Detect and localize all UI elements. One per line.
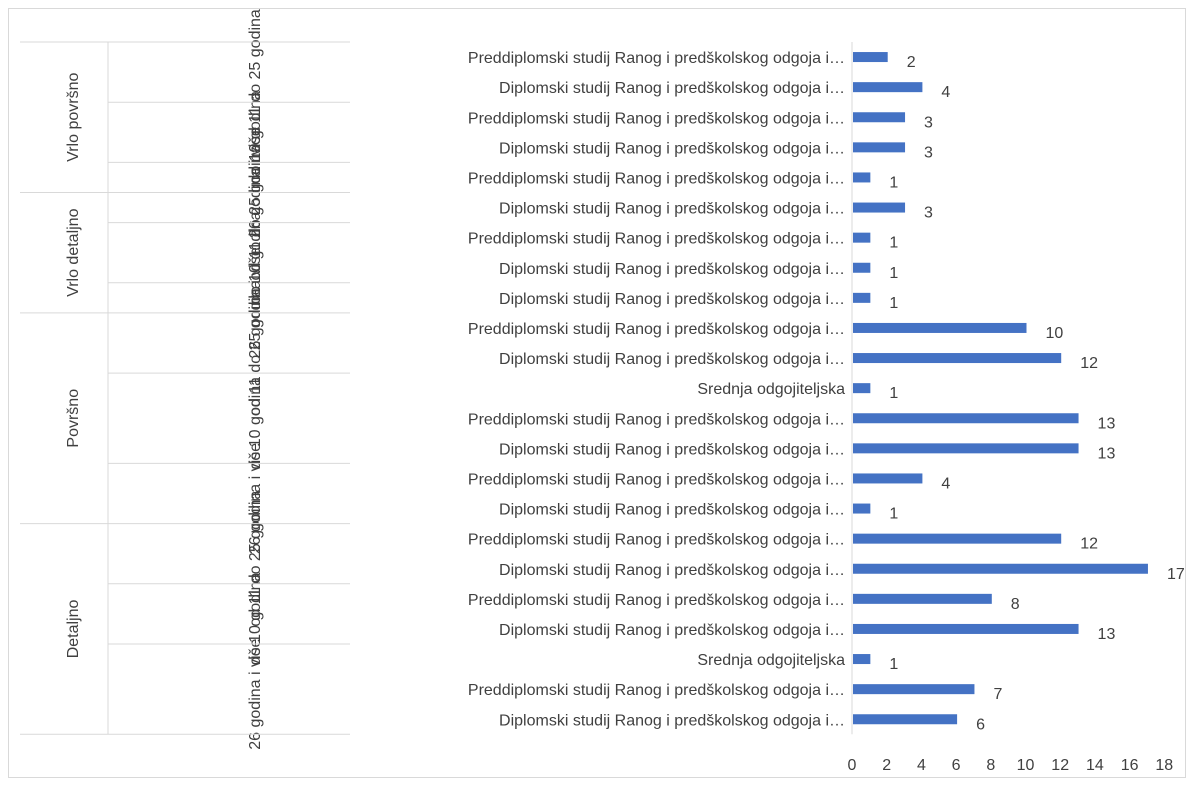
x-tick-label: 2 <box>882 757 891 774</box>
subgroup-label: od 11 do 25 godina <box>247 9 264 145</box>
x-tick-label: 12 <box>1051 757 1069 774</box>
data-label: 1 <box>889 295 898 312</box>
data-label: 1 <box>889 235 898 252</box>
category-label: Preddiplomski studij Ranog i predškolsko… <box>468 231 845 248</box>
data-label: 12 <box>1080 355 1098 372</box>
x-tick-label: 16 <box>1121 757 1139 774</box>
subgroup-label: od 11 do 25 godina <box>247 280 264 416</box>
group-label: Vrlo površno <box>65 73 82 162</box>
x-tick-label: 4 <box>917 757 926 774</box>
x-tick-label: 14 <box>1086 757 1104 774</box>
bar <box>853 82 923 93</box>
category-label: Diplomski studij Ranog i predškolskog od… <box>499 140 845 157</box>
x-tick-label: 0 <box>848 757 857 774</box>
category-label: Diplomski studij Ranog i predškolskog od… <box>499 201 845 218</box>
data-label: 8 <box>1011 596 1020 613</box>
subgroup-label: 26 godina i više <box>247 247 264 358</box>
category-label: Preddiplomski studij Ranog i predškolsko… <box>468 411 845 428</box>
x-tick-label: 8 <box>986 757 995 774</box>
category-label: Preddiplomski studij Ranog i predškolsko… <box>468 110 845 127</box>
data-label: 17 <box>1167 566 1185 583</box>
bar <box>853 593 992 604</box>
data-label: 4 <box>941 84 950 101</box>
category-label: Diplomski studij Ranog i predškolskog od… <box>499 351 845 368</box>
bar <box>853 503 871 514</box>
category-label: Diplomski studij Ranog i predškolskog od… <box>499 261 845 278</box>
data-label: 1 <box>889 656 898 673</box>
category-label: Diplomski studij Ranog i predškolskog od… <box>499 291 845 308</box>
data-label: 12 <box>1080 536 1098 553</box>
chart-frame <box>8 8 1186 778</box>
subgroup-label: od 11 do 25 godina <box>247 491 264 627</box>
category-label: Preddiplomski studij Ranog i predškolsko… <box>468 170 845 187</box>
subgroup-label: do 10 godina <box>247 573 264 666</box>
bar <box>853 563 1148 574</box>
data-label: 13 <box>1098 445 1116 462</box>
bar <box>853 473 923 484</box>
bar <box>853 292 871 303</box>
data-label: 13 <box>1098 626 1116 643</box>
group-label: Vrlo detaljno <box>65 208 82 296</box>
bar <box>853 533 1062 544</box>
subgroup-label: do 10 godina <box>247 91 264 184</box>
data-label: 1 <box>889 174 898 191</box>
bar <box>853 232 871 243</box>
subgroup-label: do 10 godina <box>247 211 264 304</box>
x-tick-label: 10 <box>1017 757 1035 774</box>
category-label: Diplomski studij Ranog i predškolskog od… <box>499 712 845 729</box>
category-label: Diplomski studij Ranog i predškolskog od… <box>499 562 845 579</box>
subgroup-label: od 11 do 25 godina <box>247 145 264 281</box>
category-label: Preddiplomski studij Ranog i predškolsko… <box>468 532 845 549</box>
data-label: 1 <box>889 506 898 523</box>
bar <box>853 623 1079 634</box>
data-label: 10 <box>1046 325 1064 342</box>
subgroup-label: 26 godina i više <box>247 638 264 749</box>
bar <box>853 52 888 63</box>
data-label: 1 <box>889 385 898 402</box>
bar <box>853 684 975 695</box>
data-label: 1 <box>889 265 898 282</box>
bar <box>853 383 871 394</box>
subgroup-label: 26 godina i više <box>247 443 264 554</box>
subgroup-label: 26 godina i više <box>247 127 264 238</box>
x-tick-label: 6 <box>952 757 961 774</box>
data-label: 3 <box>924 114 933 131</box>
data-label: 13 <box>1098 415 1116 432</box>
data-label: 2 <box>907 54 916 71</box>
bar <box>853 714 958 725</box>
group-label: Površno <box>65 389 82 448</box>
bar <box>853 322 1027 333</box>
data-label: 3 <box>924 144 933 161</box>
category-label: Preddiplomski studij Ranog i predškolsko… <box>468 50 845 67</box>
category-label: Preddiplomski studij Ranog i predškolsko… <box>468 321 845 338</box>
bar <box>853 413 1079 424</box>
category-label: Preddiplomski studij Ranog i predškolsko… <box>468 471 845 488</box>
data-label: 7 <box>993 686 1002 703</box>
bar <box>853 654 871 665</box>
group-label: Detaljno <box>65 599 82 658</box>
category-label: Srednja odgojiteljska <box>697 652 845 669</box>
bar <box>853 142 906 153</box>
category-label: Diplomski studij Ranog i predškolskog od… <box>499 441 845 458</box>
category-label: Preddiplomski studij Ranog i predškolsko… <box>468 682 845 699</box>
category-label: Preddiplomski studij Ranog i predškolsko… <box>468 592 845 609</box>
subgroup-label: do 10 godina <box>247 377 264 470</box>
category-label: Srednja odgojiteljska <box>697 381 845 398</box>
bar <box>853 112 906 123</box>
bar <box>853 353 1062 364</box>
category-label: Diplomski studij Ranog i predškolskog od… <box>499 502 845 519</box>
data-label: 4 <box>941 475 950 492</box>
data-label: 6 <box>976 716 985 733</box>
data-label: 3 <box>924 205 933 222</box>
x-tick-label: 18 <box>1155 757 1173 774</box>
bar <box>853 262 871 273</box>
category-label: Diplomski studij Ranog i predškolskog od… <box>499 622 845 639</box>
bar <box>853 172 871 183</box>
bar <box>853 202 906 213</box>
category-label: Diplomski studij Ranog i predškolskog od… <box>499 80 845 97</box>
bar <box>853 443 1079 454</box>
